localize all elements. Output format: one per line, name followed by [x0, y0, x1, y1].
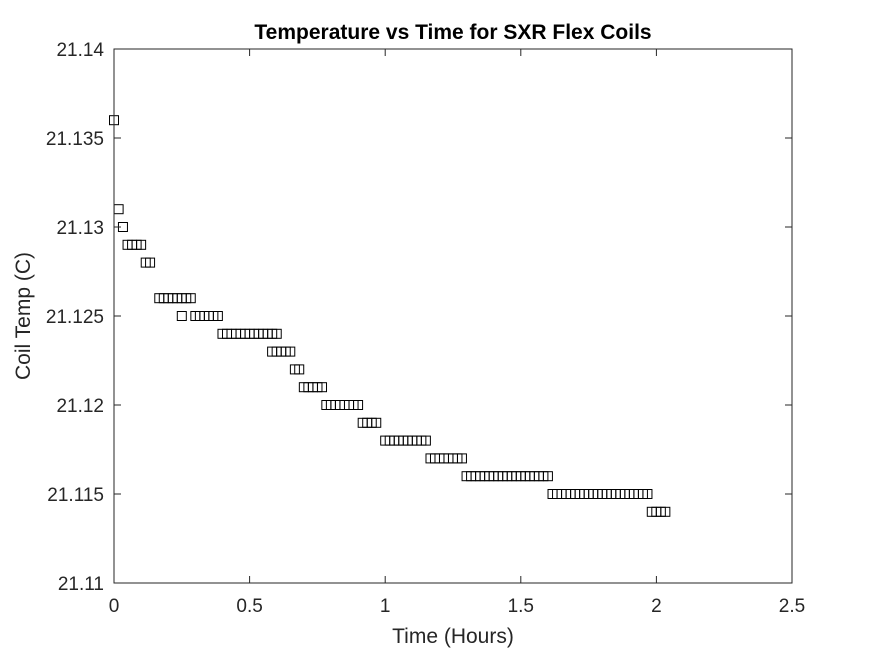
x-tick-label: 2.5 — [779, 596, 805, 617]
data-point — [271, 328, 282, 339]
y-tick-label: 21.135 — [46, 129, 104, 150]
x-tick-label: 1.5 — [508, 596, 534, 617]
chart-title: Temperature vs Time for SXR Flex Coils — [254, 21, 651, 44]
data-point — [456, 453, 467, 464]
x-axis-label: Time (Hours) — [392, 625, 514, 648]
x-tick-label: 2 — [651, 596, 662, 617]
y-tick-label: 21.13 — [56, 218, 104, 239]
x-axis: 0 0.5 1 1.5 2 2.5 — [109, 49, 805, 617]
data-point — [660, 506, 671, 517]
plot-area-frame — [113, 48, 793, 584]
data-point — [113, 204, 124, 215]
x-tick-label: 1 — [380, 596, 391, 617]
data-point — [371, 417, 382, 428]
y-tick-label: 21.115 — [47, 485, 104, 506]
data-point — [185, 293, 196, 304]
y-axis-label: Coil Temp (C) — [12, 252, 35, 380]
x-tick-label: 0 — [109, 596, 120, 617]
y-tick-label: 21.14 — [56, 40, 104, 61]
data-point — [212, 311, 223, 321]
y-tick-label: 21.125 — [46, 307, 104, 328]
data-markers — [109, 115, 671, 517]
data-point — [285, 346, 296, 357]
y-axis: 21.11 21.115 21.12 21.125 21.13 21.135 21.14 — [46, 40, 792, 595]
data-point — [176, 311, 187, 321]
data-point — [542, 471, 553, 482]
data-point — [136, 239, 147, 250]
x-tick-label: 0.5 — [236, 596, 262, 617]
y-tick-label: 21.12 — [56, 396, 104, 417]
data-point — [145, 257, 156, 268]
data-point — [317, 382, 328, 393]
y-tick-label: 21.11 — [58, 574, 104, 595]
data-point — [642, 489, 653, 499]
data-point — [420, 435, 431, 446]
data-point — [353, 400, 364, 410]
data-point — [294, 364, 305, 375]
